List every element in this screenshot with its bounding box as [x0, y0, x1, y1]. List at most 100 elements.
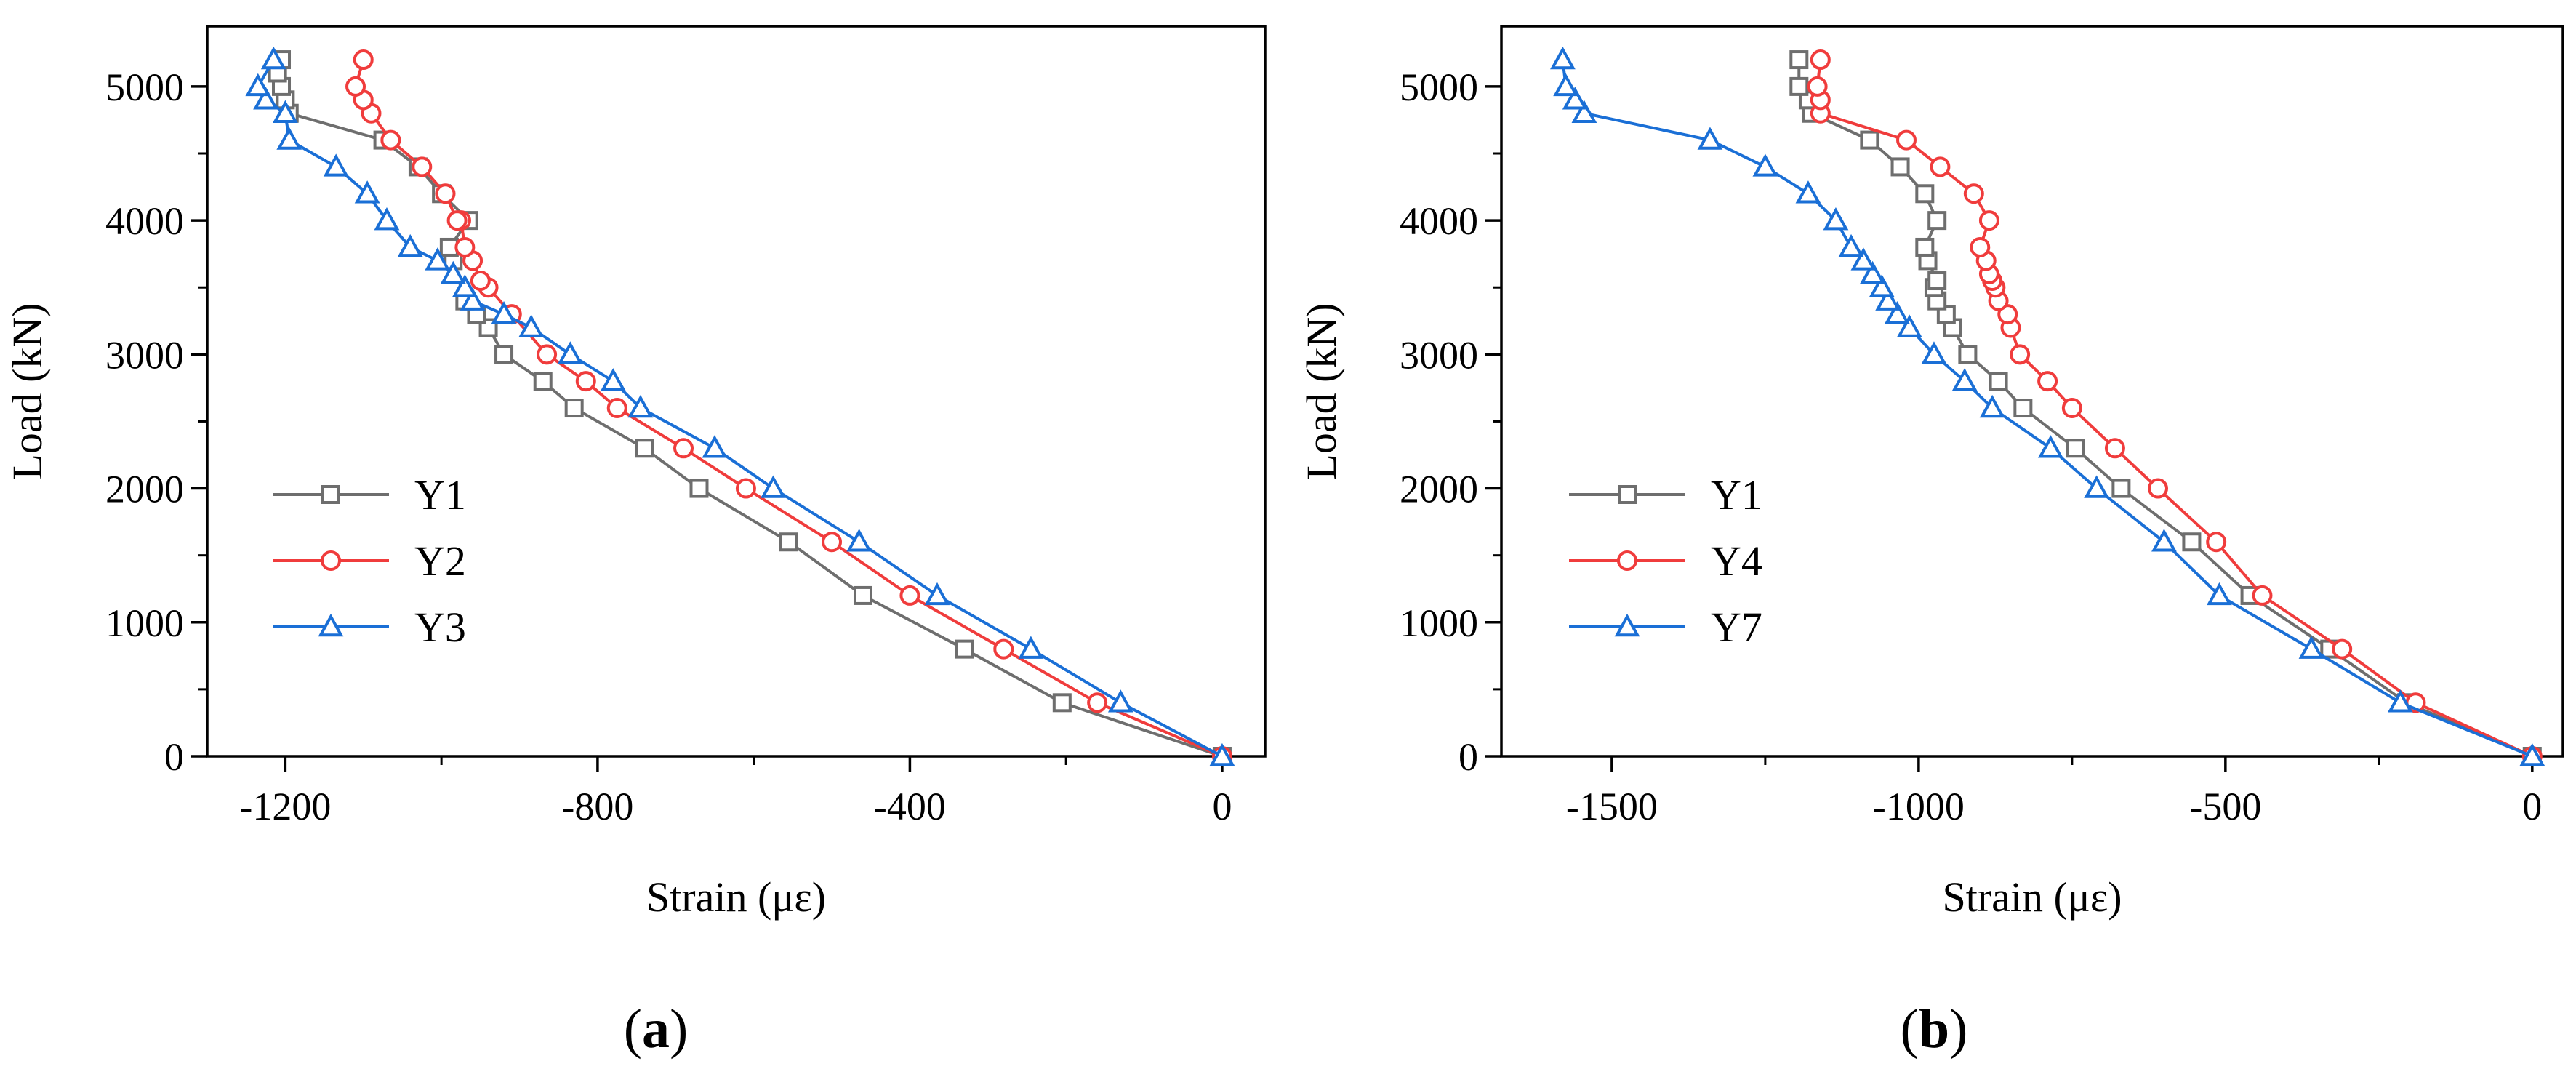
chart-b-series-y7-point — [1951, 368, 1978, 391]
chart-b-series-y4-point — [1930, 156, 1951, 177]
chart-b-series-y4-point — [2252, 585, 2273, 606]
chart-b-legend-marker — [1618, 485, 1637, 504]
chart-a-y-tick-label: 4000 — [105, 199, 184, 243]
chart-b-y-tick-label: 0 — [1458, 735, 1478, 779]
chart-a-y-tick-label: 1000 — [105, 601, 184, 645]
chart-b-series-y7-point — [1562, 87, 1588, 110]
chart-a-series-y2-line — [354, 59, 1223, 758]
chart-a-legend-marker — [321, 485, 340, 504]
chart-b-legend-entry-y1: Y1 — [1569, 471, 1762, 519]
chart-b-legend-label: Y1 — [1711, 471, 1762, 519]
chart-a-series-y1-point — [955, 639, 974, 659]
chart-b-series-y7-point — [2298, 636, 2324, 659]
chart-a-y-axis-title: Load (kN) — [4, 303, 51, 479]
chart-b-y-axis-title: Load (kN) — [1298, 303, 1345, 479]
chart-a-legend-marker — [318, 613, 344, 637]
chart-b-series-y7-point — [2037, 435, 2063, 458]
chart-b-series-y4-point — [1978, 210, 1999, 231]
chart-b-series-y1-point — [1989, 372, 2008, 391]
chart-b-series-y4-point — [2037, 371, 2058, 392]
chart-b-series-y7-point — [1795, 180, 1821, 204]
chart-a-series-y2-point — [412, 156, 433, 177]
chart-b-series-y7-point — [1752, 153, 1778, 177]
panel-b: -1500 -1000 -500 0 0 1000 2000 3000 4000 5000 Stra… — [1298, 25, 2564, 1060]
chart-b-series-y1-point — [1915, 237, 1935, 257]
chart-a-series-y2-point — [435, 183, 456, 204]
chart-b-series-y4-point — [1895, 129, 1917, 151]
chart-b-series-y7-point — [1823, 207, 1849, 231]
chart-a-series-y3-point — [491, 300, 517, 324]
chart-a-panel-caption: (a) — [624, 998, 689, 1060]
chart-b-series-y4-point — [1997, 304, 2018, 325]
chart-b-y-tick-label: 2000 — [1400, 468, 1478, 511]
chart-b-series-y1-point — [1789, 76, 1809, 96]
chart-b-plot-frame — [1500, 25, 2564, 758]
chart-a-series-y1-point — [689, 479, 709, 498]
chart-b-series-y7-point — [1869, 274, 1895, 297]
chart-a-legend-entry-y3: Y3 — [273, 604, 466, 651]
chart-b-series-y7-point — [1549, 46, 1576, 70]
chart-a-y-tick-label: 3000 — [105, 333, 184, 377]
chart-b-series-y4-line — [1815, 59, 2533, 758]
chart-a-series-y3-point — [276, 127, 302, 150]
chart-a-x-tick-label: -1200 — [239, 785, 331, 828]
chart-a-x-tick-label: 0 — [1212, 785, 1232, 828]
chart-b-series-y1-point — [2066, 439, 2085, 458]
chart-a-legend-label: Y2 — [414, 537, 466, 585]
chart-a-series-y3-point — [374, 207, 400, 231]
chart-b-series-y4-point — [1807, 76, 1828, 97]
chart-b-x-axis-title: Strain (με) — [1942, 873, 2122, 921]
chart-b-series-y7-point — [1979, 394, 2005, 418]
chart-b-series-y4 — [1807, 49, 2543, 766]
chart-b-series-y7-point — [1697, 127, 1723, 150]
chart-a-series-y2-point — [673, 438, 694, 459]
chart-b-series-y7-point — [1896, 314, 1922, 337]
chart-b-series-y4-point — [2148, 478, 2169, 499]
chart-a-series-y3-point — [924, 582, 950, 606]
chart-a-series-y3-point — [627, 394, 654, 418]
chart-b-series-y7-point — [1553, 73, 1579, 97]
chart-b-series-y7-point — [1850, 247, 1877, 271]
chart-b-series-y4-point — [2104, 438, 2125, 459]
chart-a-series-y2-point — [606, 398, 627, 419]
chart-a-legend-label: Y1 — [414, 471, 466, 519]
chart-a-series-y1-point — [853, 585, 872, 605]
chart-a-series-y2-point — [1087, 692, 1108, 713]
chart-a-series-y3-point — [452, 274, 478, 297]
chart-a-series-y3-point — [245, 73, 271, 97]
chart-b-series-y7-point — [1921, 341, 1947, 364]
chart-a-series-y3-point — [1107, 689, 1133, 713]
chart-b-series-y7-point — [1860, 260, 1885, 284]
chart-a-series-y2-point — [353, 49, 374, 71]
chart-b-series-y4-point — [1970, 236, 1991, 257]
chart-b-series-y4-point — [1963, 183, 1984, 204]
chart-b-y-tick-label: 3000 — [1400, 333, 1478, 377]
chart-a-series-y3-point — [440, 260, 466, 284]
chart-b-series-y4-point — [2061, 398, 2082, 419]
chart-a-series-y3 — [245, 46, 1235, 766]
chart-a-series-y3-point — [397, 233, 423, 257]
chart-a-series-y3-line — [256, 59, 1223, 758]
chart-a-legend-marker — [321, 550, 341, 571]
chart-a-series-y2-point — [899, 585, 920, 606]
chart-b-series-y4-point — [2332, 638, 2353, 660]
chart-a-series-y3-point — [600, 368, 626, 391]
chart-b-x-tick-label: -1000 — [1873, 785, 1965, 828]
chart-b-legend-entry-y4: Y4 — [1569, 537, 1762, 585]
chart-a-series-y2-point — [470, 271, 491, 292]
chart-b-series-y7-point — [2084, 475, 2110, 498]
chart-a-x-tick-label: -800 — [561, 785, 633, 828]
chart-b-legend-marker — [1617, 550, 1637, 571]
chart-b-series-y7-point — [1571, 100, 1597, 123]
chart-b-series-y1-point — [1927, 271, 1947, 291]
chart-a-series-y1-point — [779, 532, 798, 552]
chart-b-y-tick-label: 4000 — [1400, 199, 1478, 243]
chart-a-series-y1-point — [494, 345, 514, 364]
chart-b-series-y4-point — [2010, 344, 2031, 365]
chart-a-series-y2-point — [993, 638, 1014, 660]
chart-a-series-y3-point — [1209, 742, 1235, 766]
chart-b-series-y1-point — [1789, 50, 1809, 70]
chart-b-series-y7-point — [2387, 689, 2413, 713]
chart-a-series-y3-point — [518, 314, 545, 337]
